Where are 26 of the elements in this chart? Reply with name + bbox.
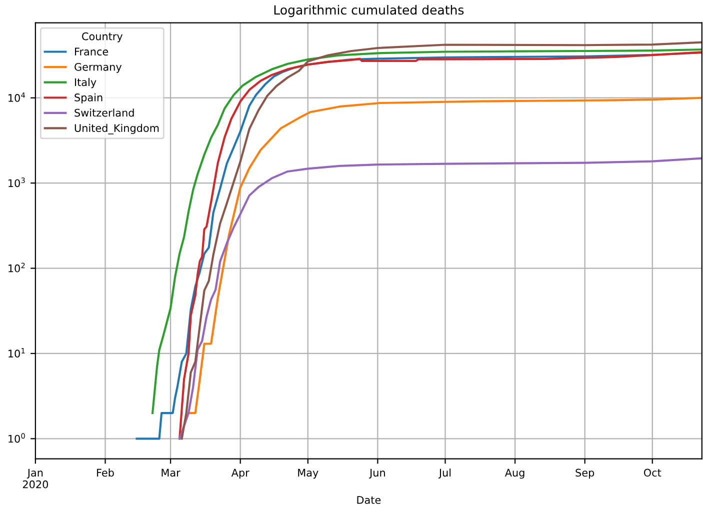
x-tick-label: Oct (644, 468, 662, 477)
x-tick-label: Feb (97, 468, 114, 477)
chart-title: Logarithmic cumulated deaths (274, 4, 464, 18)
legend-label: France (75, 48, 108, 56)
y-tick-label: 10$^{1}$ (8, 348, 25, 358)
line-series (188, 96, 702, 414)
x-tick-label: Sep (576, 468, 594, 479)
x-tick-label: Aug (504, 468, 524, 479)
x-tick-label: Jan 2020 (22, 468, 48, 488)
y-tick-label: 10$^{0}$ (8, 433, 25, 443)
legend-label: Spain (74, 93, 102, 104)
legend-label: Switzerland (74, 108, 134, 117)
legend-label: United_Kingdom (74, 124, 159, 134)
legend-label: Italy (75, 78, 96, 88)
x-tick-label: Apr (231, 468, 250, 479)
y-tick-label: 10$^{4}$ (8, 92, 25, 102)
x-tick-label: May (298, 468, 318, 479)
legend-title: Country (82, 32, 123, 42)
y-tick-label: 10$^{3}$ (8, 178, 25, 188)
x-tick-label: Jul (438, 468, 451, 479)
y-tick-label: 10$^{2}$ (8, 262, 25, 272)
x-axis-title: Date (357, 496, 381, 504)
line-series (178, 157, 702, 440)
x-tick-label: Jun (369, 468, 385, 479)
legend-label: Germany (74, 62, 122, 73)
x-tick-label: Mar (162, 468, 180, 477)
